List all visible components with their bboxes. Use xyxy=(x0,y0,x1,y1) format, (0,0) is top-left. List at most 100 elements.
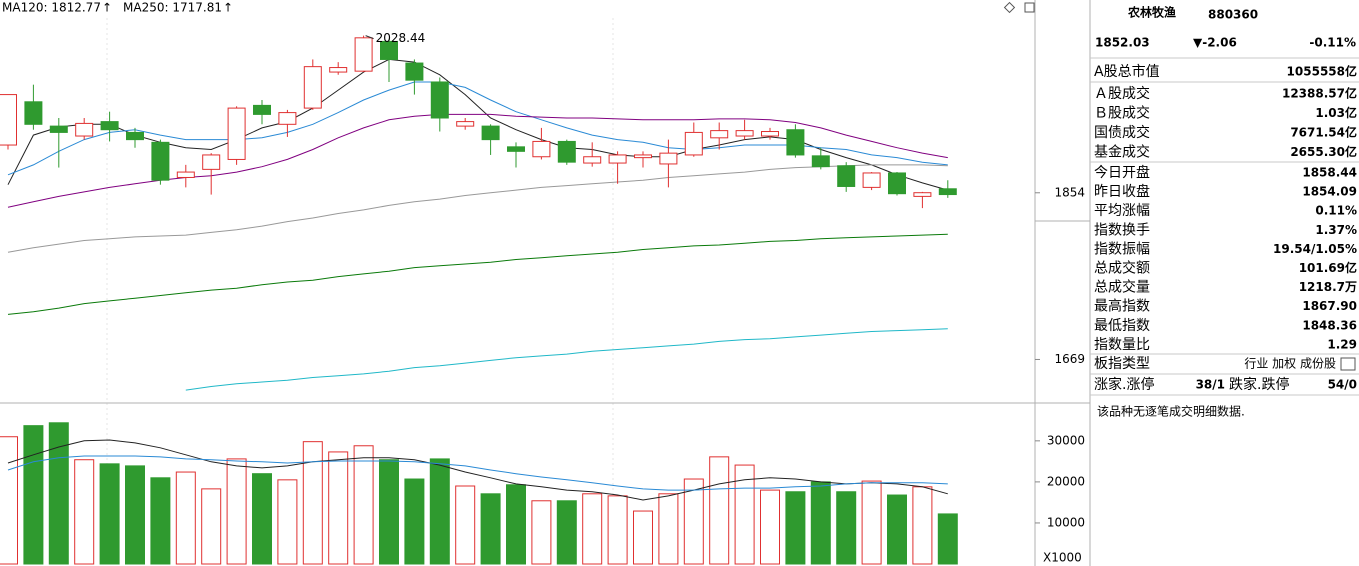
volume-bar xyxy=(252,473,272,565)
volume-bar xyxy=(277,479,298,565)
candle-body xyxy=(684,131,703,156)
candle-body xyxy=(151,141,170,181)
info-label: 最低指数 xyxy=(1094,318,1150,334)
window-button[interactable] xyxy=(1024,2,1035,13)
candle-body xyxy=(0,94,17,146)
candle-body xyxy=(888,172,906,195)
index-code: 880360 xyxy=(1208,8,1258,22)
candle-body xyxy=(634,154,652,159)
candle-body xyxy=(811,155,830,168)
volume-bar xyxy=(480,493,501,565)
info-label: Ｂ股成交 xyxy=(1094,105,1150,122)
volume-bar xyxy=(760,489,780,565)
candle-body xyxy=(608,154,627,164)
volume-bar xyxy=(633,510,653,565)
volume-bar xyxy=(23,425,44,565)
info-value: 行业 加权 成份股 xyxy=(1244,357,1336,371)
volume-bar xyxy=(226,458,247,565)
info-value: 7671.54亿 xyxy=(1290,125,1357,140)
panel-note: 该品种无逐笔成交明细数据. xyxy=(1097,404,1245,419)
info-label: 总成交量 xyxy=(1094,279,1150,296)
candle-body xyxy=(507,146,525,152)
info-label: 最高指数 xyxy=(1094,298,1150,315)
info-value: 1218.7万 xyxy=(1299,280,1357,294)
volume-bar xyxy=(734,464,755,565)
price-change-pct: -0.11% xyxy=(1309,36,1356,50)
candle-body xyxy=(761,131,779,137)
candle-body xyxy=(481,125,500,141)
y-tick-label: 1854 xyxy=(1054,185,1085,199)
info-label: 总成交额 xyxy=(1094,260,1150,277)
candle-body xyxy=(49,125,68,133)
moving-average-line xyxy=(185,328,948,391)
candle-body xyxy=(227,107,246,160)
candle-body xyxy=(354,37,373,72)
candle-body xyxy=(253,104,271,115)
ma-legend-text: MA120: 1812.77 xyxy=(2,1,101,15)
volume-bar xyxy=(455,485,476,565)
info-label: 指数换手 xyxy=(1094,221,1150,238)
breadth-label: 涨家.涨停 xyxy=(1094,376,1154,393)
info-label: 指数振幅 xyxy=(1094,241,1150,257)
info-value: 1858.44 xyxy=(1302,166,1357,180)
candle-body xyxy=(786,129,805,156)
info-label: A股总市值 xyxy=(1094,63,1160,80)
candle-body xyxy=(659,152,678,165)
info-value: 1854.09 xyxy=(1302,185,1357,199)
info-label: Ａ股成交 xyxy=(1094,85,1150,102)
info-value: 1055558亿 xyxy=(1287,64,1357,79)
volume-bar xyxy=(861,480,882,565)
info-value: 1848.36 xyxy=(1302,318,1357,332)
breadth-label: 跌家.跌停 xyxy=(1229,376,1289,393)
y-tick-label: 30000 xyxy=(1047,433,1085,447)
volume-bar xyxy=(353,445,374,565)
candle-body xyxy=(405,62,424,81)
volume-bar xyxy=(556,500,577,565)
candle-body xyxy=(557,140,576,163)
moving-average-line xyxy=(7,455,948,491)
candle-body xyxy=(938,188,957,196)
info-value: 2655.30亿 xyxy=(1290,144,1357,159)
info-label: 昨日收盘 xyxy=(1094,183,1150,200)
candle-body xyxy=(862,172,881,188)
volume-bar xyxy=(0,436,18,565)
info-label: 平均涨幅 xyxy=(1094,203,1150,219)
candle-body xyxy=(202,154,221,170)
breadth-value: 38/1 xyxy=(1196,378,1225,392)
volume-bar xyxy=(74,459,95,565)
info-value: 101.69亿 xyxy=(1299,260,1357,275)
volume-bar xyxy=(531,500,552,565)
candle-body xyxy=(735,130,754,137)
diamond-button[interactable] xyxy=(1003,1,1016,14)
candle-body xyxy=(126,131,144,141)
volume-bar xyxy=(810,481,831,565)
candle-body xyxy=(913,192,932,197)
volume-bar xyxy=(582,493,603,565)
moving-average-line xyxy=(7,439,948,501)
info-value: 0.11% xyxy=(1315,204,1357,218)
candle-body xyxy=(532,140,551,158)
info-label: 板指类型 xyxy=(1094,356,1150,372)
moving-average-line xyxy=(7,164,948,253)
volume-bar xyxy=(836,491,857,565)
annotation-pointer xyxy=(365,35,374,40)
breadth-value: 54/0 xyxy=(1328,378,1357,392)
candle-body xyxy=(100,121,119,131)
volume-bar xyxy=(99,463,120,565)
info-value: 1867.90 xyxy=(1302,299,1357,313)
volume-bar xyxy=(785,491,806,565)
y-tick-label: 1669 xyxy=(1054,352,1085,366)
candle-body xyxy=(278,112,297,125)
volume-bar xyxy=(607,495,628,565)
candle-body xyxy=(380,40,398,60)
candle-body xyxy=(176,171,195,178)
volume-bar xyxy=(709,456,730,565)
volume-bar xyxy=(429,458,450,565)
volume-bar xyxy=(887,494,907,565)
info-value: 1.37% xyxy=(1315,223,1357,237)
volume-bar xyxy=(912,486,933,565)
info-label: 今日开盘 xyxy=(1094,164,1150,181)
last-price: 1852.03 xyxy=(1095,36,1150,50)
candle-body xyxy=(329,67,348,73)
volume-bar xyxy=(506,484,526,565)
